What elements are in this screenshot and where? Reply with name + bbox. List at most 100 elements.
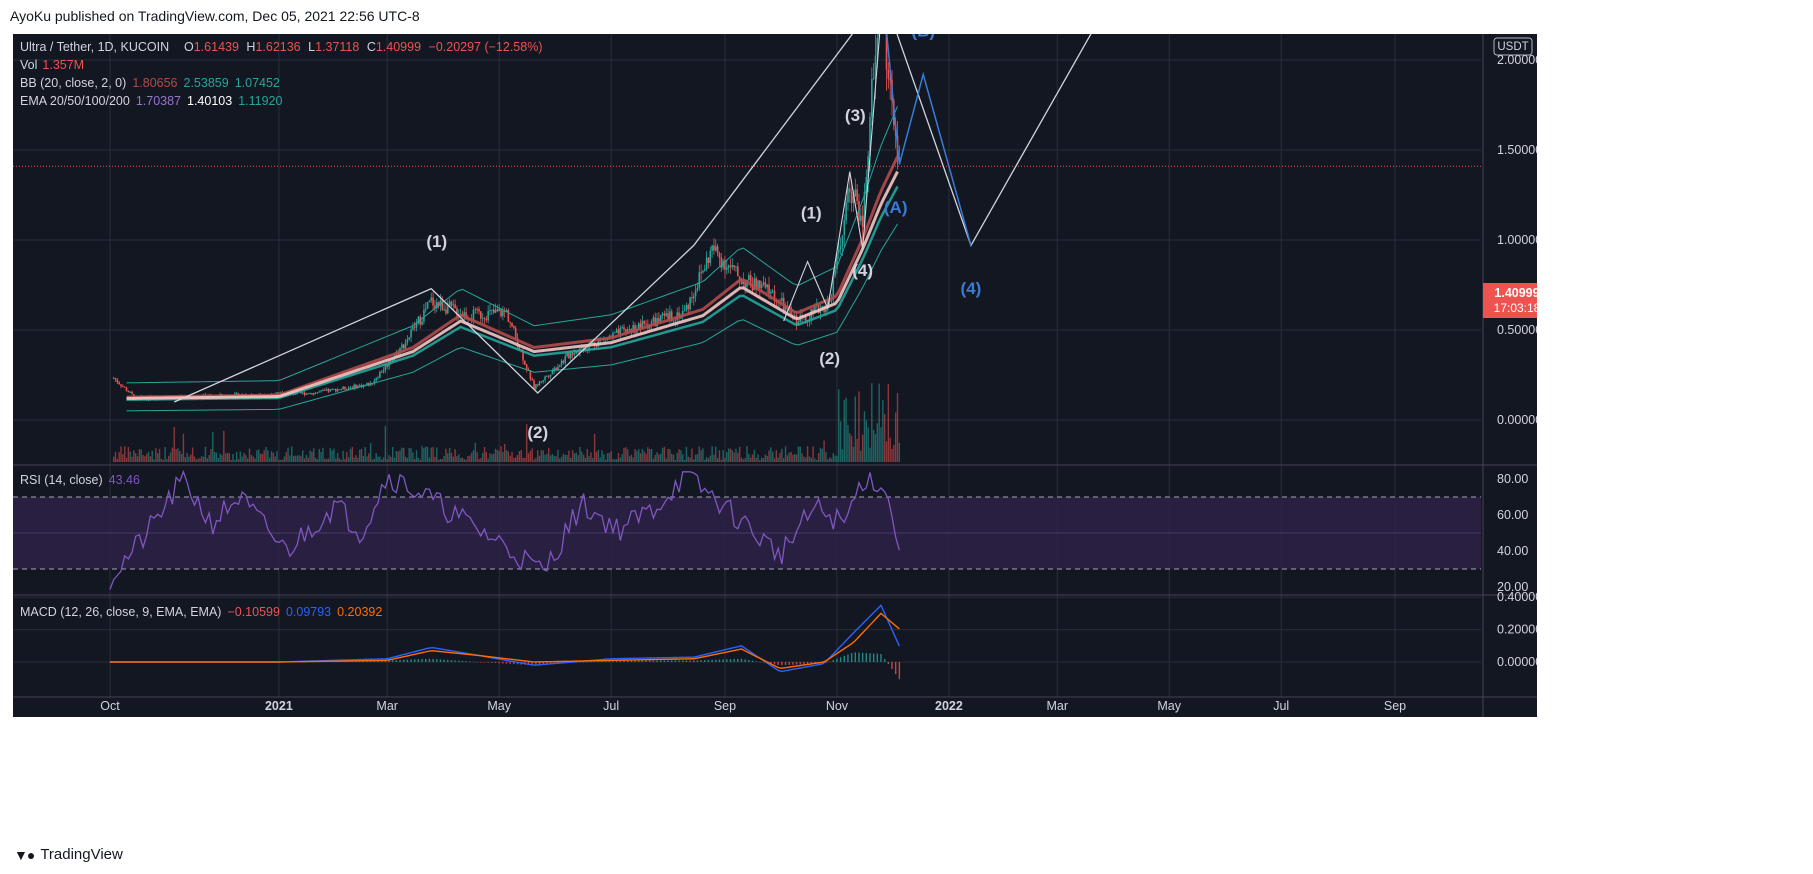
price-chart[interactable]: (1)(2)(1)(2)(3)(4)(5)(5)(A)(B)(4)(5) 4.0… bbox=[13, 34, 1537, 717]
volume-bar bbox=[748, 454, 750, 462]
volume-bar bbox=[518, 451, 521, 462]
volume-bar bbox=[863, 411, 866, 462]
volume-bar bbox=[625, 447, 627, 462]
volume-bar bbox=[507, 451, 510, 462]
time-tick-label: Jul bbox=[603, 699, 619, 713]
candle-body bbox=[749, 275, 752, 285]
candle-body bbox=[527, 369, 530, 371]
candle-body bbox=[377, 377, 379, 379]
volume-bar bbox=[588, 456, 590, 462]
volume-bar bbox=[647, 447, 649, 462]
candle-body bbox=[408, 337, 411, 340]
volume-bar bbox=[202, 456, 205, 462]
volume-bar bbox=[283, 456, 286, 462]
candle-body bbox=[841, 235, 844, 246]
volume-bar bbox=[292, 455, 295, 462]
volume-bar bbox=[437, 459, 440, 462]
time-tick-label: Nov bbox=[826, 699, 849, 713]
volume-bar bbox=[157, 453, 159, 462]
volume-bar bbox=[447, 453, 449, 462]
volume-bar bbox=[256, 450, 258, 462]
candle-body bbox=[764, 282, 767, 288]
volume-bar bbox=[771, 451, 774, 462]
volume-bar bbox=[423, 448, 425, 462]
volume-bar bbox=[751, 454, 754, 462]
macd-histogram-bar bbox=[649, 660, 651, 662]
candle-body bbox=[781, 298, 783, 301]
candle-body bbox=[569, 353, 572, 359]
volume-bar bbox=[511, 451, 513, 462]
volume-bar bbox=[228, 453, 231, 462]
rsi-legend: RSI (14, close) 43.46 bbox=[20, 473, 140, 487]
candle-body bbox=[643, 320, 645, 324]
candle-body bbox=[683, 310, 686, 312]
macd-histogram-bar bbox=[663, 660, 666, 662]
volume-bar bbox=[663, 446, 666, 462]
volume-bar bbox=[682, 454, 684, 462]
volume-bar bbox=[582, 454, 585, 462]
candle-body bbox=[514, 327, 517, 338]
volume-bar bbox=[313, 448, 315, 462]
candle-body bbox=[672, 320, 675, 322]
volume-bar bbox=[296, 455, 298, 462]
volume-bar bbox=[691, 448, 693, 462]
volume-bar bbox=[168, 455, 170, 462]
currency-badge[interactable] bbox=[1493, 37, 1533, 56]
volume-bar bbox=[177, 448, 179, 462]
candle-body bbox=[278, 392, 280, 394]
macd-histogram-bar bbox=[861, 652, 864, 662]
macd-histogram-bar bbox=[832, 660, 834, 662]
candle-body bbox=[700, 272, 702, 274]
volume-bar bbox=[478, 458, 480, 462]
volume-bar bbox=[379, 456, 381, 462]
volume-bar bbox=[720, 459, 722, 462]
macd-histogram-bar bbox=[472, 661, 475, 663]
volume-bar bbox=[210, 448, 212, 462]
volume-bar bbox=[355, 455, 357, 462]
time-tick-label: 2022 bbox=[935, 699, 963, 713]
candle-body bbox=[417, 316, 420, 324]
volume-bar bbox=[432, 447, 434, 462]
candle-body bbox=[770, 291, 772, 294]
candle-body bbox=[123, 386, 126, 388]
candle-body bbox=[547, 376, 550, 377]
volume-bar bbox=[590, 452, 592, 462]
candle-body bbox=[476, 309, 478, 310]
candle-body bbox=[568, 353, 570, 359]
volume-bar bbox=[259, 453, 262, 462]
footer-brand[interactable]: ▼● TradingView bbox=[14, 846, 123, 863]
rsi-tick-label: 40.00 bbox=[1497, 544, 1528, 558]
volume-bar bbox=[223, 430, 225, 462]
volume-bar bbox=[412, 452, 414, 462]
candle-body bbox=[413, 326, 416, 328]
volume-bar bbox=[436, 447, 438, 462]
candle-body bbox=[502, 310, 504, 317]
volume-bar bbox=[213, 452, 216, 462]
macd-histogram-bar bbox=[894, 662, 897, 675]
time-tick-label: Oct bbox=[100, 699, 120, 713]
volume-bar bbox=[230, 459, 232, 462]
volume-bar bbox=[434, 456, 436, 462]
volume-bar bbox=[272, 452, 275, 462]
macd-histogram-bar bbox=[425, 658, 427, 662]
bar-countdown: 17:03:18 bbox=[1494, 301, 1537, 315]
macd-histogram-bar bbox=[755, 661, 757, 662]
volume-bar bbox=[570, 458, 572, 462]
volume-bar bbox=[805, 457, 807, 462]
volume-bar bbox=[766, 455, 768, 462]
volume-bar bbox=[269, 457, 271, 462]
candle-body bbox=[131, 391, 133, 395]
macd-histogram-bar bbox=[395, 660, 398, 662]
candle-body bbox=[358, 385, 361, 386]
volume-bar bbox=[516, 454, 519, 462]
macd-histogram-bar bbox=[586, 661, 588, 663]
volume-bar bbox=[226, 452, 229, 462]
macd-histogram-bar bbox=[645, 660, 647, 662]
candle-body bbox=[670, 311, 673, 322]
volume-bar bbox=[485, 451, 488, 462]
wave-path-blue bbox=[886, 34, 972, 246]
candle-body bbox=[465, 312, 467, 319]
macd-histogram-bar bbox=[700, 660, 702, 662]
candle-body bbox=[650, 321, 653, 325]
